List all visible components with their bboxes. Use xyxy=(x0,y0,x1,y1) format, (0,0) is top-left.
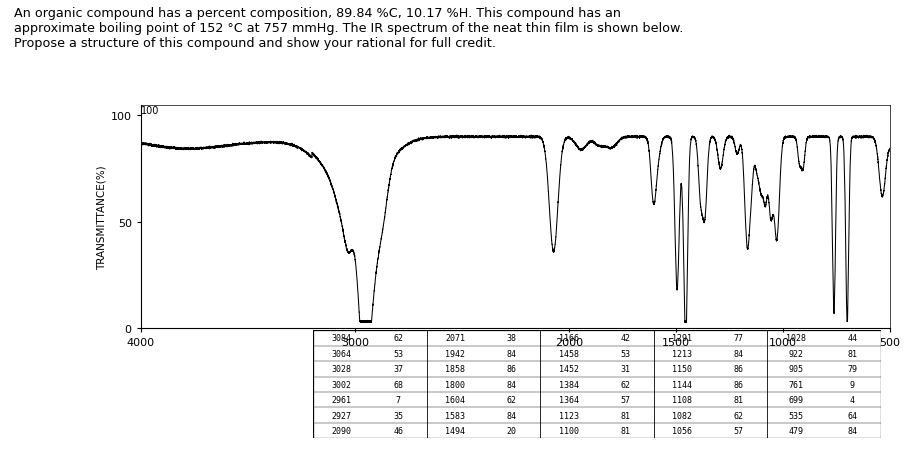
Text: 81: 81 xyxy=(734,395,744,404)
Text: 100: 100 xyxy=(141,106,159,116)
Text: 86: 86 xyxy=(507,364,517,374)
Text: 46: 46 xyxy=(393,426,403,435)
Text: 2071: 2071 xyxy=(445,334,465,343)
Text: 4: 4 xyxy=(850,395,855,404)
Text: 1494: 1494 xyxy=(445,426,465,435)
Text: 35: 35 xyxy=(393,411,403,420)
Text: 79: 79 xyxy=(847,364,857,374)
Text: 68: 68 xyxy=(393,380,403,389)
Text: 699: 699 xyxy=(788,395,804,404)
Y-axis label: TRANSMITTANCE(%): TRANSMITTANCE(%) xyxy=(96,165,106,269)
Text: 479: 479 xyxy=(788,426,804,435)
Text: 20: 20 xyxy=(507,426,517,435)
Text: 84: 84 xyxy=(507,411,517,420)
Text: 1123: 1123 xyxy=(558,411,578,420)
Text: 1082: 1082 xyxy=(672,411,692,420)
Text: 9: 9 xyxy=(850,380,855,389)
Text: 2961: 2961 xyxy=(331,395,351,404)
Text: 53: 53 xyxy=(620,349,630,358)
Text: 1028: 1028 xyxy=(785,334,805,343)
Text: 57: 57 xyxy=(620,395,630,404)
Text: 81: 81 xyxy=(620,426,630,435)
Text: 1858: 1858 xyxy=(445,364,465,374)
Text: 38: 38 xyxy=(507,334,517,343)
Text: 1144: 1144 xyxy=(672,380,692,389)
Text: 86: 86 xyxy=(734,364,744,374)
Text: 62: 62 xyxy=(734,411,744,420)
Text: 535: 535 xyxy=(788,411,804,420)
Text: 922: 922 xyxy=(788,349,804,358)
Text: 1291: 1291 xyxy=(672,334,692,343)
Text: 64: 64 xyxy=(847,411,857,420)
Text: 905: 905 xyxy=(788,364,804,374)
Text: 3084: 3084 xyxy=(331,334,351,343)
Text: 1942: 1942 xyxy=(445,349,465,358)
Text: 77: 77 xyxy=(734,334,744,343)
Text: An organic compound has a percent composition, 89.84 %C, 10.17 %H. This compound: An organic compound has a percent compos… xyxy=(14,7,683,50)
Text: 81: 81 xyxy=(620,411,630,420)
Text: 1384: 1384 xyxy=(558,380,578,389)
Text: 1800: 1800 xyxy=(445,380,465,389)
Text: 31: 31 xyxy=(620,364,630,374)
Text: 62: 62 xyxy=(393,334,403,343)
Text: 1166: 1166 xyxy=(558,334,578,343)
Text: 3028: 3028 xyxy=(331,364,351,374)
Text: 1364: 1364 xyxy=(558,395,578,404)
Text: 1108: 1108 xyxy=(672,395,692,404)
Text: 1458: 1458 xyxy=(558,349,578,358)
Text: 1583: 1583 xyxy=(445,411,465,420)
Text: 81: 81 xyxy=(847,349,857,358)
Text: 1056: 1056 xyxy=(672,426,692,435)
Text: 1604: 1604 xyxy=(445,395,465,404)
Text: 84: 84 xyxy=(507,380,517,389)
Text: 2927: 2927 xyxy=(331,411,351,420)
Text: 2090: 2090 xyxy=(331,426,351,435)
Text: 62: 62 xyxy=(620,380,630,389)
Text: 37: 37 xyxy=(393,364,403,374)
Text: 1213: 1213 xyxy=(672,349,692,358)
Text: 1452: 1452 xyxy=(558,364,578,374)
Text: 1150: 1150 xyxy=(672,364,692,374)
Text: 84: 84 xyxy=(734,349,744,358)
Text: 57: 57 xyxy=(734,426,744,435)
Text: 7: 7 xyxy=(396,395,401,404)
Text: 761: 761 xyxy=(788,380,804,389)
Text: 62: 62 xyxy=(507,395,517,404)
Text: 53: 53 xyxy=(393,349,403,358)
Text: 84: 84 xyxy=(507,349,517,358)
Text: 42: 42 xyxy=(620,334,630,343)
Text: 3064: 3064 xyxy=(331,349,351,358)
Text: 44: 44 xyxy=(847,334,857,343)
Text: 1100: 1100 xyxy=(558,426,578,435)
Text: 3002: 3002 xyxy=(331,380,351,389)
Text: 86: 86 xyxy=(734,380,744,389)
Text: 84: 84 xyxy=(847,426,857,435)
